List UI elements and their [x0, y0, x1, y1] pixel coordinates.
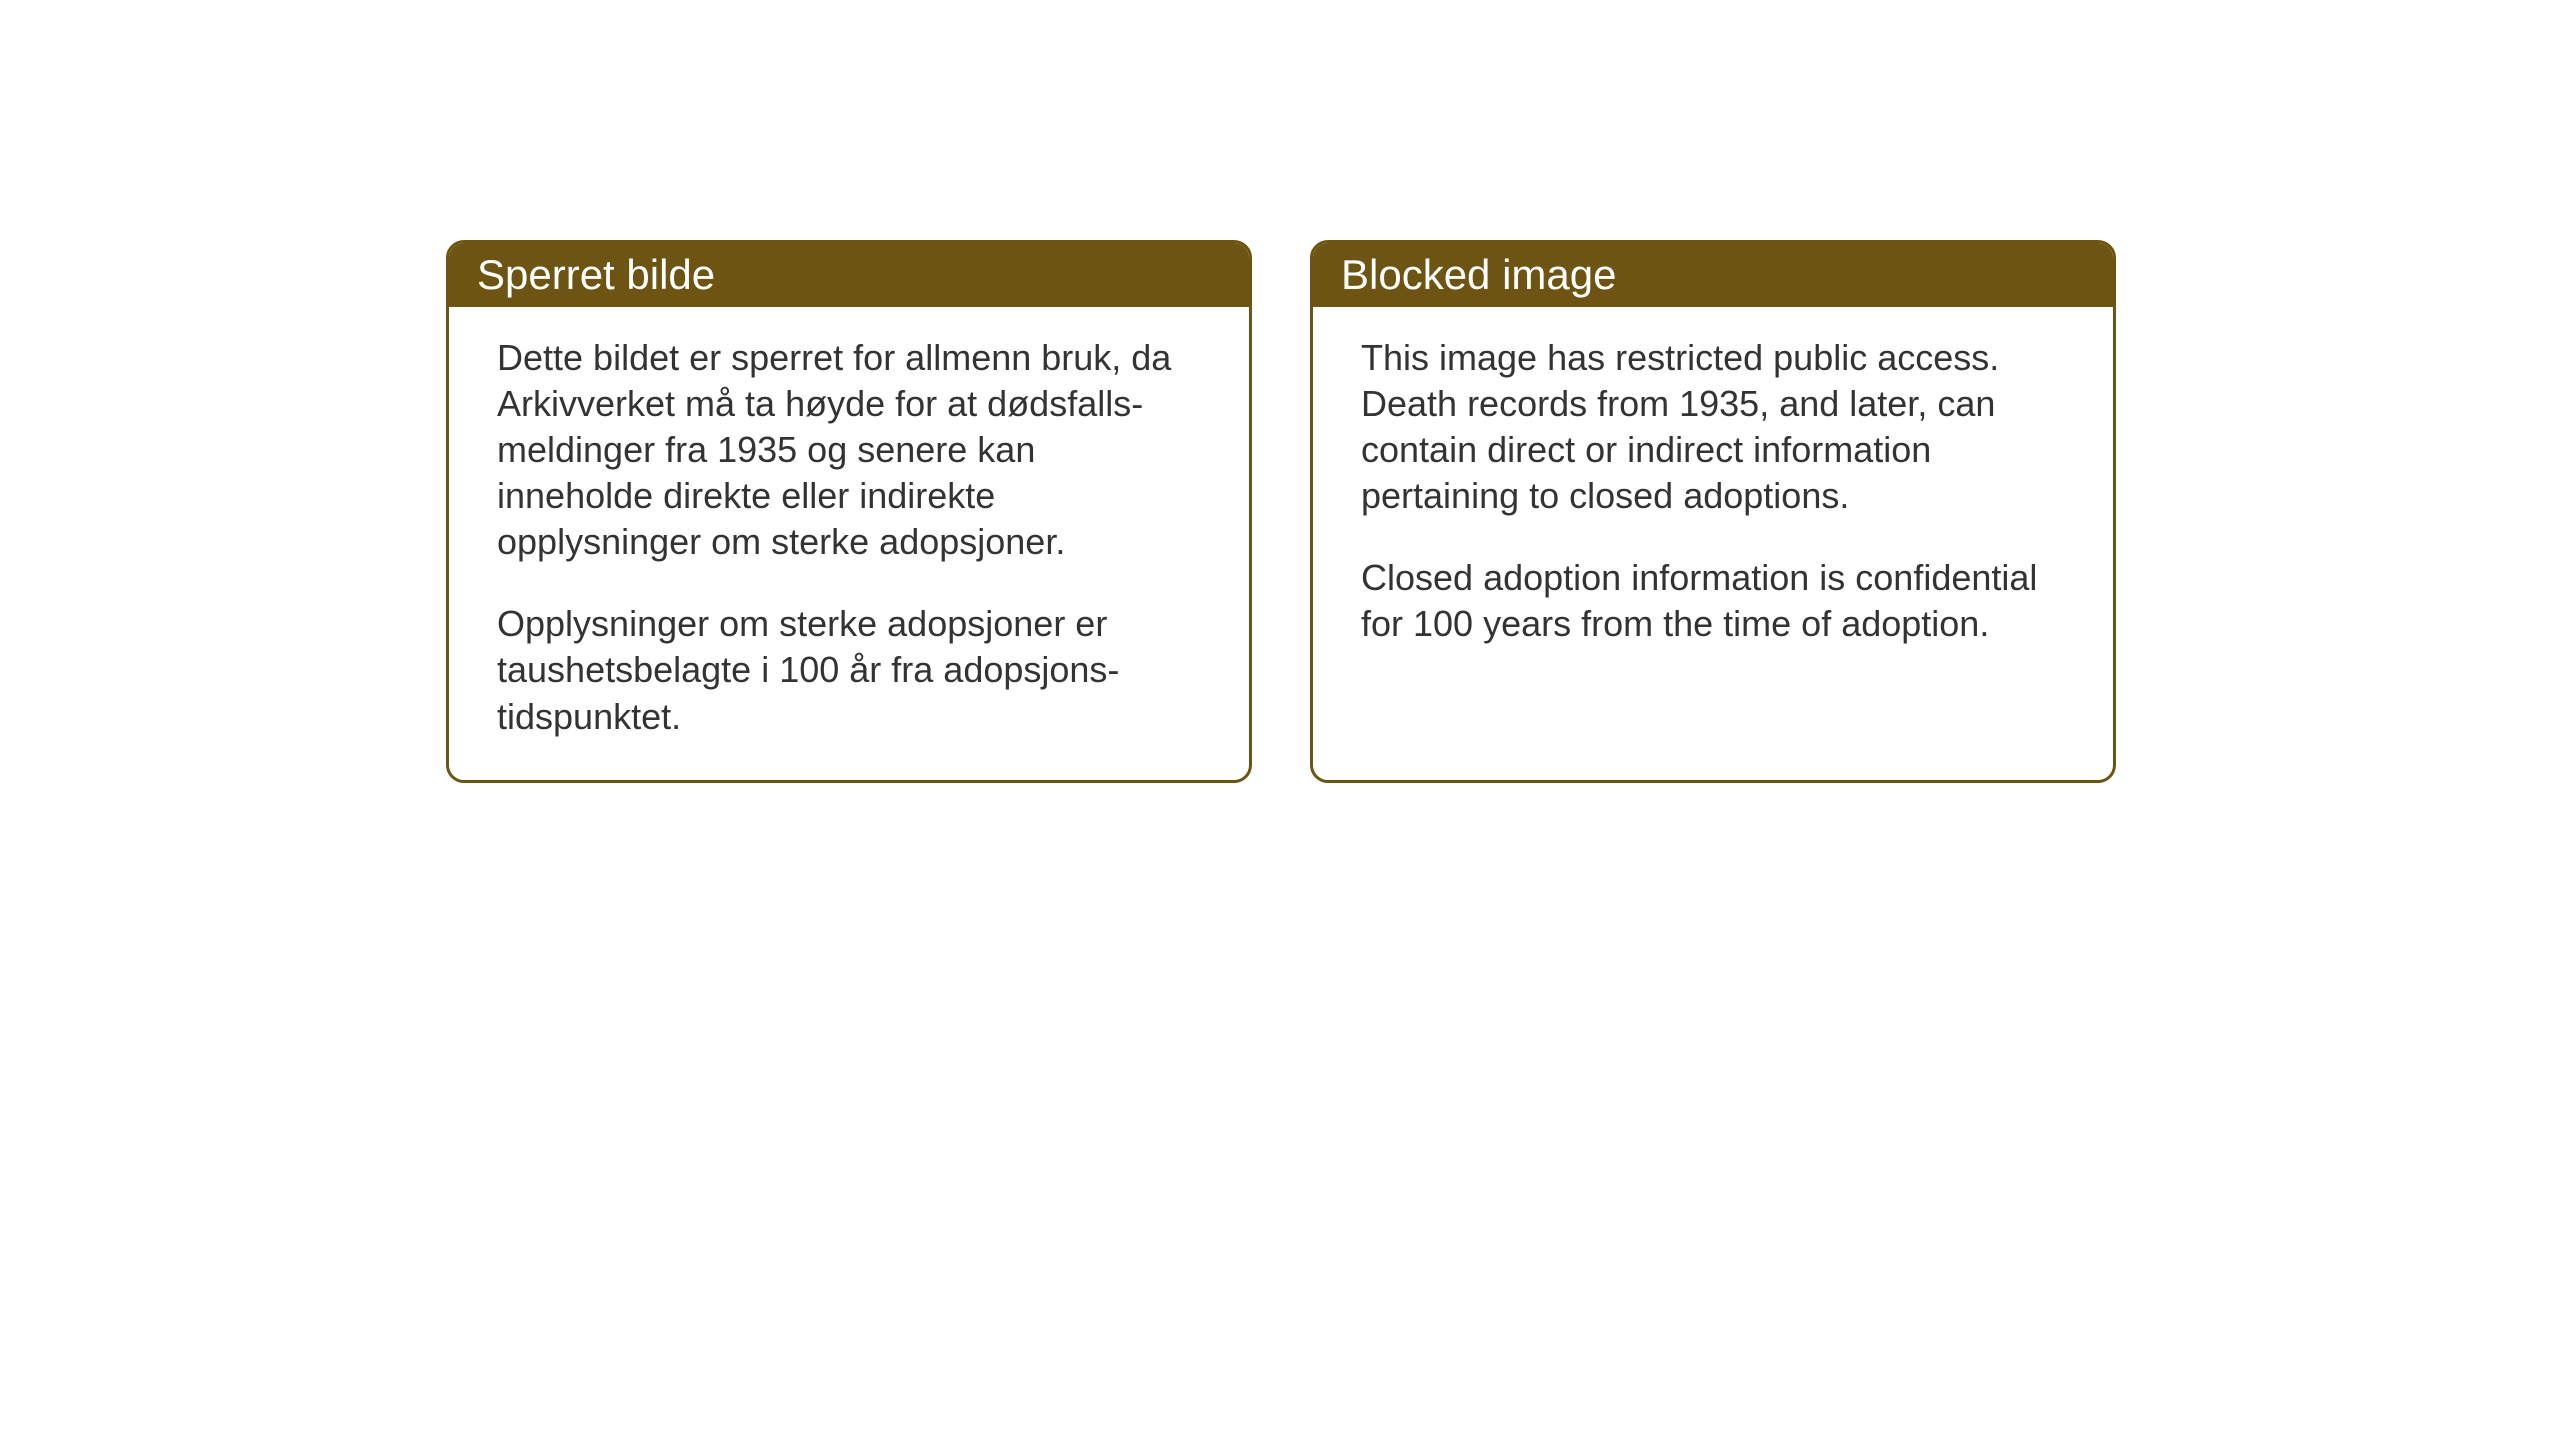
norwegian-card: Sperret bilde Dette bildet er sperret fo…: [446, 240, 1252, 783]
norwegian-paragraph-1: Dette bildet er sperret for allmenn bruk…: [497, 335, 1201, 565]
english-paragraph-1: This image has restricted public access.…: [1361, 335, 2065, 519]
english-paragraph-2: Closed adoption information is confident…: [1361, 555, 2065, 647]
norwegian-card-title: Sperret bilde: [449, 243, 1249, 307]
norwegian-card-body: Dette bildet er sperret for allmenn bruk…: [449, 307, 1249, 780]
english-card-body: This image has restricted public access.…: [1313, 307, 2113, 687]
cards-container: Sperret bilde Dette bildet er sperret fo…: [446, 240, 2116, 783]
norwegian-paragraph-2: Opplysninger om sterke adopsjoner er tau…: [497, 601, 1201, 739]
english-card-title: Blocked image: [1313, 243, 2113, 307]
english-card: Blocked image This image has restricted …: [1310, 240, 2116, 783]
